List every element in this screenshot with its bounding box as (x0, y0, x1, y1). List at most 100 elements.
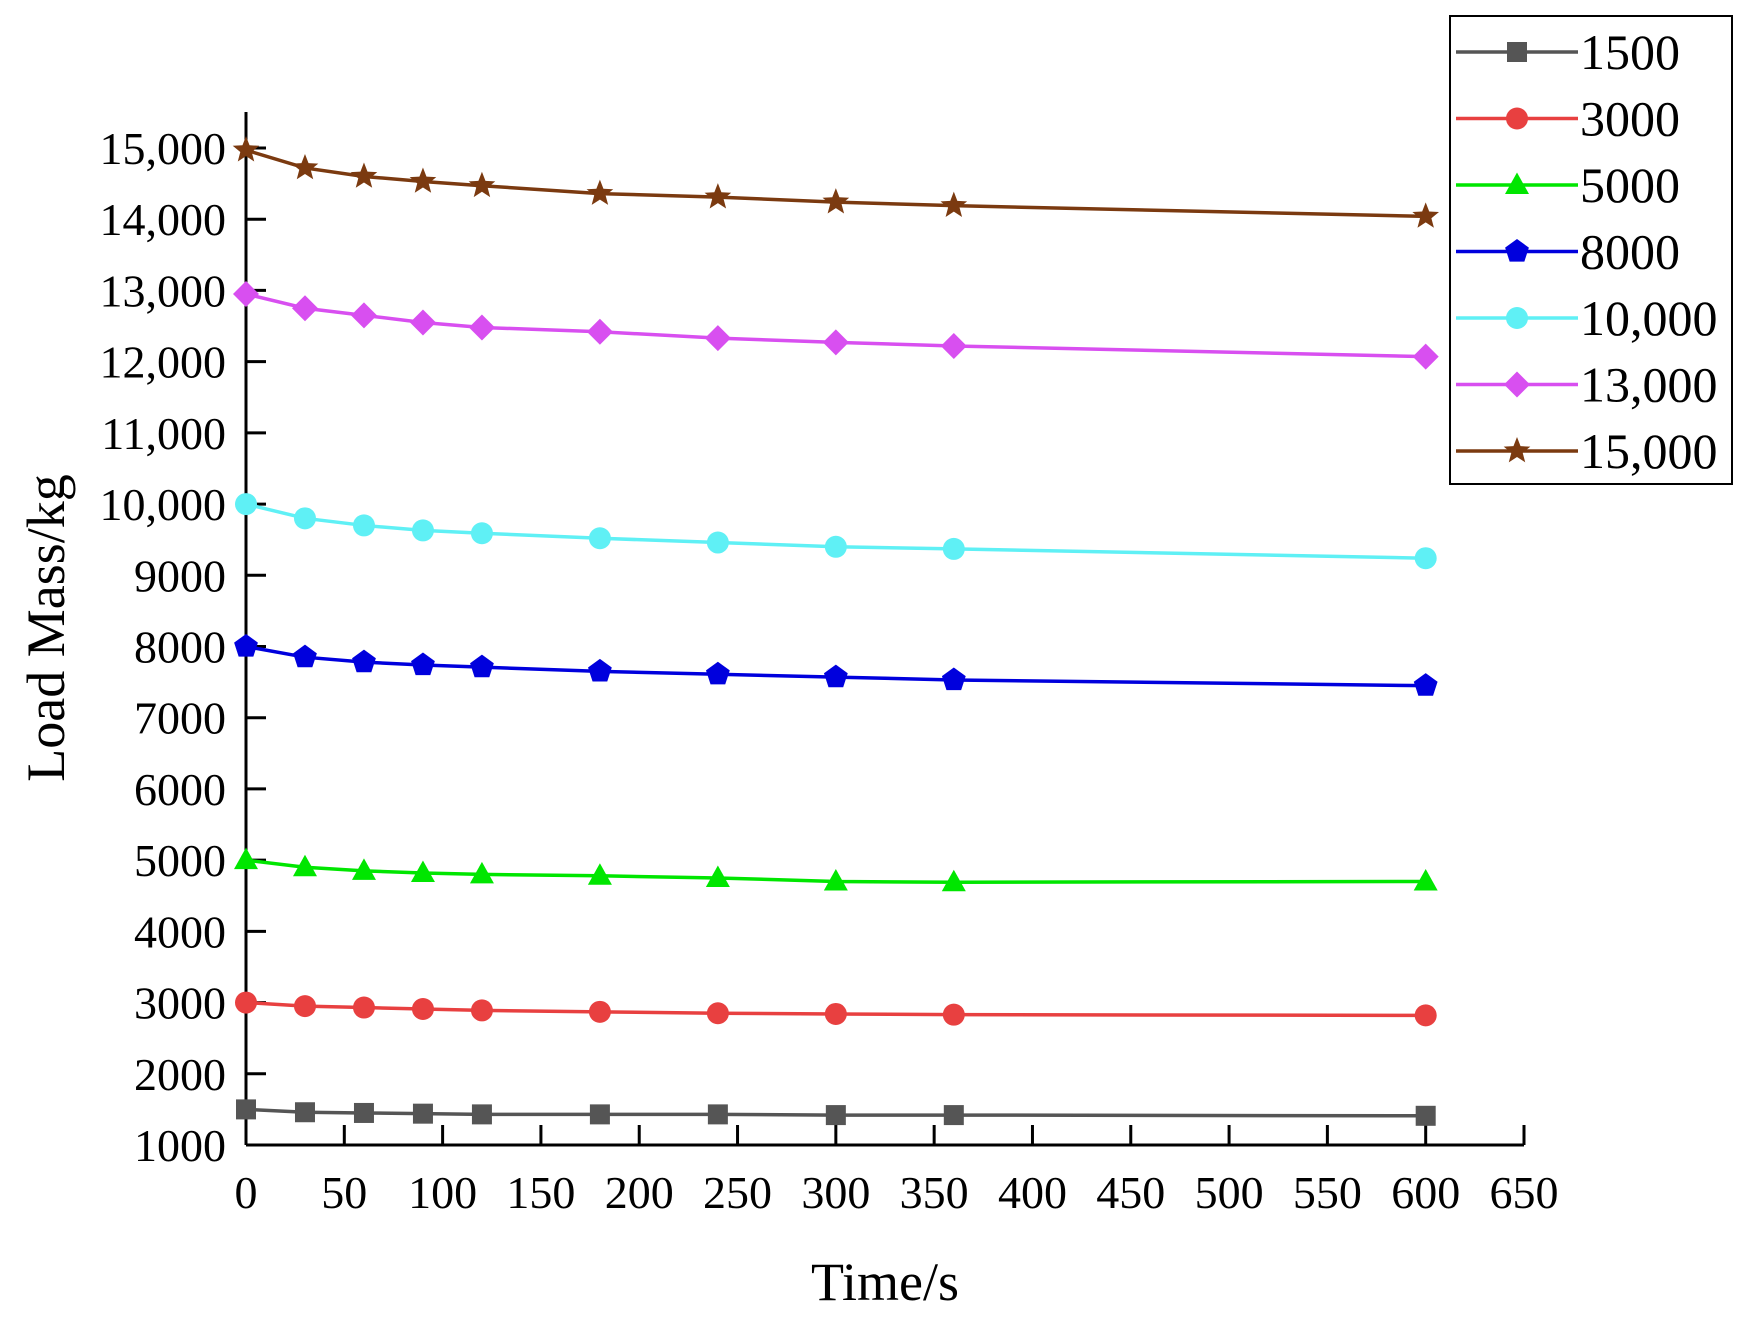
x-tick-label: 0 (235, 1167, 258, 1218)
data-point (1505, 172, 1529, 194)
data-point (822, 329, 849, 356)
data-point (588, 658, 612, 682)
data-point (232, 136, 260, 162)
series-3000 (235, 991, 1437, 1027)
legend-label: 1500 (1580, 24, 1680, 80)
data-point (235, 991, 257, 1014)
data-point (588, 1000, 611, 1023)
data-point (234, 634, 258, 657)
data-point (293, 995, 316, 1018)
data-point (470, 654, 494, 678)
data-point (943, 1105, 964, 1126)
data-point (352, 514, 375, 537)
data-point (409, 309, 436, 336)
data-point (1503, 437, 1531, 463)
data-point (706, 531, 729, 554)
y-axis-title: Load Mass/kg (16, 474, 76, 781)
y-tick-label: 8000 (134, 622, 226, 673)
data-point (350, 302, 377, 329)
y-tick-label: 7000 (134, 693, 226, 744)
x-tick-label: 250 (703, 1167, 772, 1218)
legend-label: 3000 (1580, 91, 1680, 147)
series-line (245, 644, 1426, 688)
x-tick-label: 400 (998, 1167, 1067, 1218)
series-line (245, 502, 1426, 560)
legend-item: 5000 (1456, 157, 1680, 213)
data-point (1415, 1105, 1436, 1126)
series-10000 (235, 493, 1437, 570)
data-point (705, 865, 730, 887)
data-point (409, 167, 437, 193)
data-point (941, 869, 966, 892)
data-point (704, 183, 732, 209)
y-tick-label: 4000 (134, 906, 226, 957)
data-point (353, 1102, 374, 1123)
y-tick-label: 10,000 (100, 479, 227, 530)
series-13000 (233, 280, 1439, 370)
data-point (587, 863, 612, 885)
data-point (291, 295, 318, 322)
legend-item: 8000 (1456, 224, 1680, 280)
data-point (823, 869, 848, 891)
series-line (245, 858, 1426, 884)
data-point (412, 1103, 433, 1124)
data-point (411, 652, 435, 676)
data-point (823, 664, 848, 688)
data-point (470, 999, 493, 1022)
series-1500 (236, 1099, 1436, 1126)
y-tick-label: 3000 (134, 978, 226, 1029)
data-point (824, 1002, 847, 1025)
data-point (294, 1102, 315, 1123)
data-point (469, 861, 494, 884)
data-point (470, 522, 493, 545)
data-point (825, 1105, 846, 1126)
legend-item: 15,000 (1456, 423, 1718, 479)
y-tick-label: 11,000 (101, 408, 226, 459)
series-layer (232, 136, 1440, 1126)
data-point (293, 507, 316, 530)
y-tick-label: 12,000 (100, 337, 227, 388)
data-point (352, 996, 375, 1019)
data-point (940, 332, 967, 359)
data-point (233, 280, 259, 307)
legend: 1500 3000 5000 8000 10,000 13,000 15,000 (1449, 15, 1733, 485)
data-point (588, 527, 611, 550)
data-point (1413, 869, 1438, 891)
legend-item: 10,000 (1456, 290, 1718, 346)
y-tick-label: 15,000 (100, 123, 227, 174)
data-point (352, 649, 376, 673)
data-point (1506, 307, 1528, 329)
data-point (1414, 547, 1437, 570)
data-point (235, 493, 257, 516)
y-tick-label: 2000 (134, 1049, 226, 1100)
series-line (245, 148, 1426, 219)
data-point (706, 1002, 729, 1025)
x-tick-label: 50 (321, 1167, 367, 1218)
data-point (234, 847, 258, 870)
series-line (245, 1000, 1426, 1018)
data-point (942, 1003, 965, 1026)
data-point (1414, 1004, 1437, 1027)
data-point (291, 153, 319, 180)
legend-label: 5000 (1580, 157, 1680, 213)
legend-item: 3000 (1456, 91, 1680, 147)
x-axis-title: Time/s (811, 1252, 959, 1312)
x-tick-label: 200 (605, 1167, 674, 1218)
data-point (586, 318, 613, 345)
data-point (1506, 107, 1528, 130)
y-tick-label: 5000 (134, 835, 226, 886)
x-tick-label: 600 (1391, 1167, 1460, 1218)
y-tick-label: 1000 (134, 1120, 226, 1171)
data-point (411, 997, 434, 1020)
series-line (245, 292, 1426, 359)
data-point (350, 162, 378, 188)
data-point (707, 1104, 728, 1125)
data-point (1412, 343, 1439, 370)
x-tick-label: 100 (408, 1167, 477, 1218)
series-5000 (234, 847, 1438, 892)
y-tick-label: 13,000 (100, 265, 227, 316)
legend-label: 8000 (1580, 224, 1680, 280)
data-point (471, 1104, 492, 1125)
y-tick-label: 9000 (134, 550, 226, 601)
